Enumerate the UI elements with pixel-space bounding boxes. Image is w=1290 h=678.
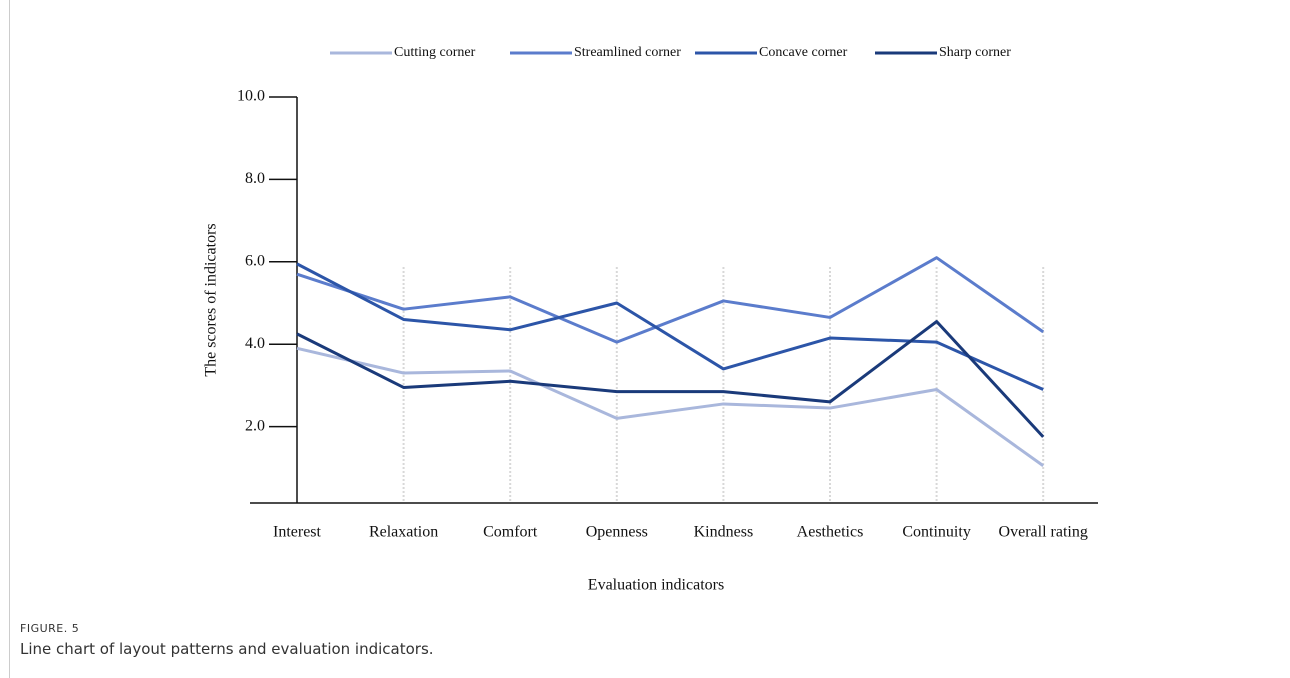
figure-caption: Line chart of layout patterns and evalua… [20, 640, 434, 658]
series-line [296, 320, 1045, 438]
series-line [296, 256, 1045, 344]
x-tick-label: Kindness [694, 524, 754, 541]
legend-label: Sharp corner [939, 45, 1011, 60]
x-tick-label: Overall rating [999, 524, 1088, 541]
x-tick-label: Comfort [483, 524, 538, 541]
y-tick-label: 6.0 [245, 252, 265, 269]
legend-label: Streamlined corner [574, 45, 681, 60]
series-line [296, 346, 1045, 467]
legend-label: Cutting corner [394, 45, 476, 60]
y-tick-label: 4.0 [245, 335, 265, 352]
y-tick-label: 10.0 [237, 88, 265, 105]
y-tick-label: 2.0 [245, 417, 265, 434]
x-tick-label: Openness [586, 524, 648, 541]
series-line [296, 262, 1044, 391]
legend-label: Concave corner [759, 45, 848, 60]
x-tick-label: Relaxation [369, 524, 438, 541]
x-tick-label: Aesthetics [797, 524, 864, 541]
x-tick-label: Interest [273, 524, 322, 541]
y-axis-label: The scores of indicators [203, 223, 220, 376]
figure-label: FIGURE. 5 [20, 622, 80, 635]
y-tick-label: 8.0 [245, 170, 265, 187]
x-tick-label: Continuity [902, 524, 970, 541]
x-axis-label: Evaluation indicators [588, 577, 724, 594]
